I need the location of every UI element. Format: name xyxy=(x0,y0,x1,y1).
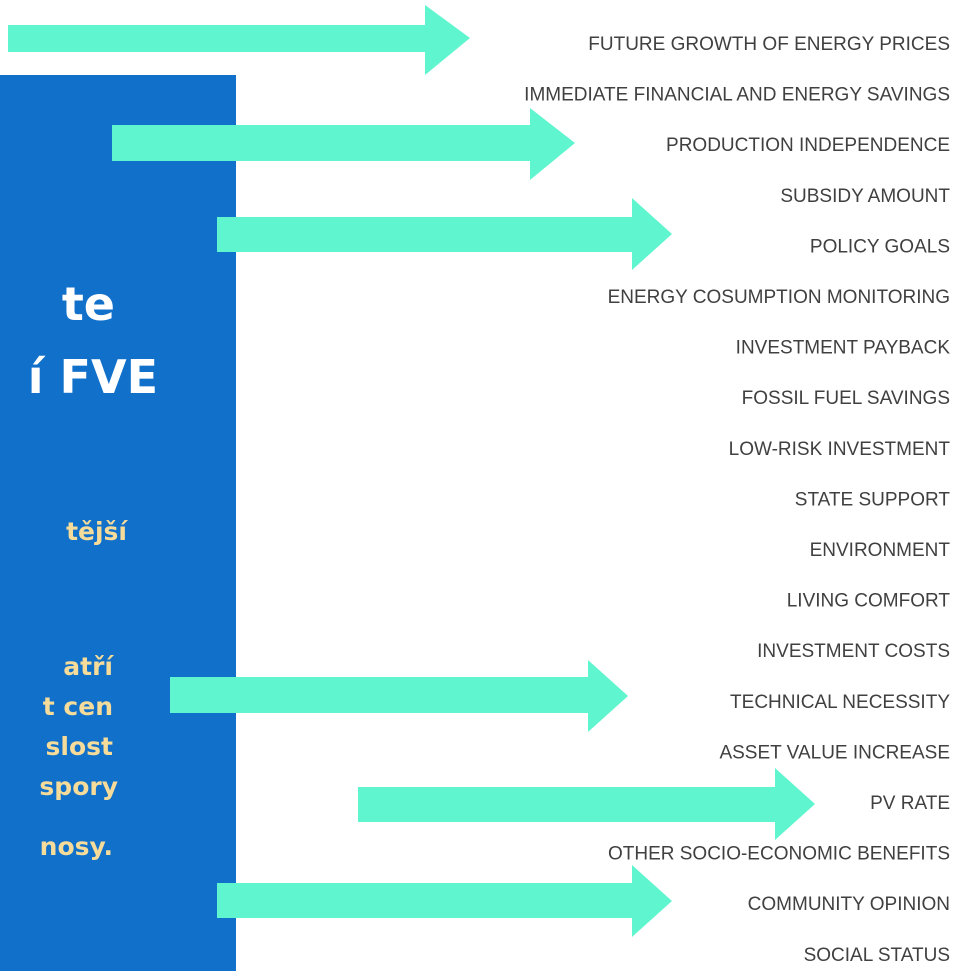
factor-label: SOCIAL STATUS xyxy=(804,945,950,966)
blue-panel xyxy=(0,75,236,971)
factor-label: TECHNICAL NECESSITY xyxy=(730,692,950,713)
factor-label: IMMEDIATE FINANCIAL AND ENERGY SAVINGS xyxy=(524,85,950,106)
factor-label: STATE SUPPORT xyxy=(795,489,951,510)
factor-label: ENVIRONMENT xyxy=(810,540,951,561)
arrow xyxy=(170,660,628,732)
arrow xyxy=(8,5,470,75)
factor-label: INVESTMENT PAYBACK xyxy=(736,338,951,359)
factor-label: ASSET VALUE INCREASE xyxy=(719,742,950,763)
arrow xyxy=(358,768,815,840)
factor-label: LOW-RISK INVESTMENT xyxy=(729,439,951,460)
factor-label: LIVING COMFORT xyxy=(787,591,951,612)
body-line: slost xyxy=(46,732,114,761)
factor-label: INVESTMENT COSTS xyxy=(757,641,950,662)
heading-line: í FVE xyxy=(28,350,158,404)
factor-label: OTHER SOCIO-ECONOMIC BENEFITS xyxy=(608,844,950,865)
body-line: nosy. xyxy=(40,832,113,861)
factor-list: FUTURE GROWTH OF ENERGY PRICES IMMEDIATE … xyxy=(524,34,950,966)
body-line: atří xyxy=(63,652,114,681)
body-line: spory xyxy=(39,772,118,801)
factor-label: PV RATE xyxy=(870,793,950,814)
heading-line: te xyxy=(62,277,115,331)
factor-label: PRODUCTION INDEPENDENCE xyxy=(666,135,950,156)
arrow xyxy=(217,865,672,937)
factor-label: POLICY GOALS xyxy=(810,236,950,257)
body-line: t cen xyxy=(43,692,113,721)
body-line: tější xyxy=(66,517,128,546)
factor-label: FOSSIL FUEL SAVINGS xyxy=(742,388,950,409)
arrow xyxy=(112,108,575,180)
factor-label: ENERGY COSUMPTION MONITORING xyxy=(608,287,950,308)
arrow xyxy=(217,198,672,270)
factor-label: SUBSIDY AMOUNT xyxy=(780,186,950,207)
factor-label: FUTURE GROWTH OF ENERGY PRICES xyxy=(588,34,950,55)
factor-label: COMMUNITY OPINION xyxy=(748,894,950,915)
